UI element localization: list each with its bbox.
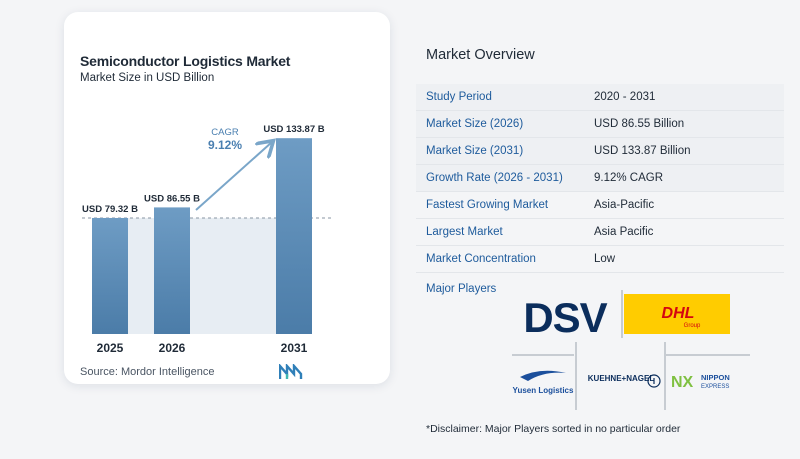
overview-value: Low (594, 253, 616, 265)
overview-label: Market Size (2031) (426, 145, 524, 157)
x-tick-label-2025: 2025 (97, 341, 124, 355)
overview-label: Market Size (2026) (426, 118, 524, 130)
bar-2025 (92, 217, 128, 334)
overview-value: 2020 - 2031 (594, 91, 656, 103)
chart-title: Semiconductor Logistics Market (80, 53, 291, 69)
overview-row: Market Size (2031) USD 133.87 Billion (416, 138, 784, 165)
svg-text:DHL: DHL (662, 305, 695, 322)
baseline-band (128, 217, 276, 334)
overview-value: Asia Pacific (594, 226, 654, 238)
overview-table: Study Period 2020 - 2031 Market Size (20… (416, 84, 784, 273)
svg-text:NX: NX (671, 374, 694, 391)
overview-label: Growth Rate (2026 - 2031) (426, 172, 563, 184)
overview-row: Study Period 2020 - 2031 (416, 84, 784, 111)
overview-row: Growth Rate (2026 - 2031) 9.12% CAGR (416, 165, 784, 192)
x-tick-label-2031: 2031 (281, 341, 308, 355)
svg-text:Group: Group (684, 323, 701, 329)
overview-label: Study Period (426, 91, 492, 103)
source-note: Source: Mordor Intelligence (80, 366, 215, 378)
bar-chart: USD 79.32 B 2025 USD 86.55 B 2026 USD 133.87… (82, 124, 334, 355)
yusen-logistics-logo: Yusen Logistics (510, 365, 576, 405)
data-label-2026: USD 86.55 B (144, 193, 200, 204)
overview-label: Fastest Growing Market (426, 199, 549, 211)
bar-2026 (154, 207, 190, 334)
cagr-value: 9.12% (208, 138, 242, 152)
kuehne-nagel-anchor-icon (647, 374, 661, 388)
market-overview-title: Market Overview (426, 47, 535, 63)
major-players-grid: DSV DHL Group Yusen Logistics KUEHNE+NAG… (510, 290, 750, 410)
disclaimer: *Disclaimer: Major Players sorted in no … (426, 423, 681, 435)
overview-row: Market Concentration Low (416, 246, 784, 273)
overview-label: Largest Market (426, 226, 503, 238)
data-label-2025: USD 79.32 B (82, 204, 138, 215)
svg-text:NIPPON: NIPPON (701, 373, 730, 382)
svg-text:EXPRESS: EXPRESS (701, 384, 729, 390)
overview-value: Asia-Pacific (594, 199, 655, 211)
x-tick-label-2026: 2026 (159, 341, 186, 355)
bar-2031 (276, 138, 312, 334)
cagr-label: CAGR (211, 127, 239, 138)
dhl-logo: DHL Group (624, 294, 730, 334)
overview-value: 9.12% CAGR (594, 172, 664, 184)
major-players-label: Major Players (426, 283, 497, 295)
dsv-logo: DSV (510, 294, 620, 341)
overview-value: USD 86.55 Billion (594, 118, 685, 130)
nippon-express-logo: NX NIPPON EXPRESS (667, 365, 747, 405)
overview-row: Market Size (2026) USD 86.55 Billion (416, 111, 784, 138)
svg-text:DSV: DSV (523, 294, 607, 338)
svg-text:KUEHNE+NAGEL: KUEHNE+NAGEL (588, 374, 655, 383)
cagr-arrow (195, 142, 272, 211)
data-label-2031: USD 133.87 B (263, 124, 324, 135)
mordor-logo-icon (279, 364, 303, 379)
svg-text:Yusen Logistics: Yusen Logistics (513, 386, 574, 395)
overview-label: Market Concentration (426, 253, 536, 265)
players-divider-lines (512, 290, 750, 410)
overview-row: Largest Market Asia Pacific (416, 219, 784, 246)
overview-row: Fastest Growing Market Asia-Pacific (416, 192, 784, 219)
chart-card: Semiconductor Logistics Market Market Si… (64, 12, 390, 384)
chart-subtitle: Market Size in USD Billion (80, 72, 215, 84)
overview-value: USD 133.87 Billion (594, 145, 691, 157)
kuehne-nagel-logo: KUEHNE+NAGEL (577, 365, 665, 405)
